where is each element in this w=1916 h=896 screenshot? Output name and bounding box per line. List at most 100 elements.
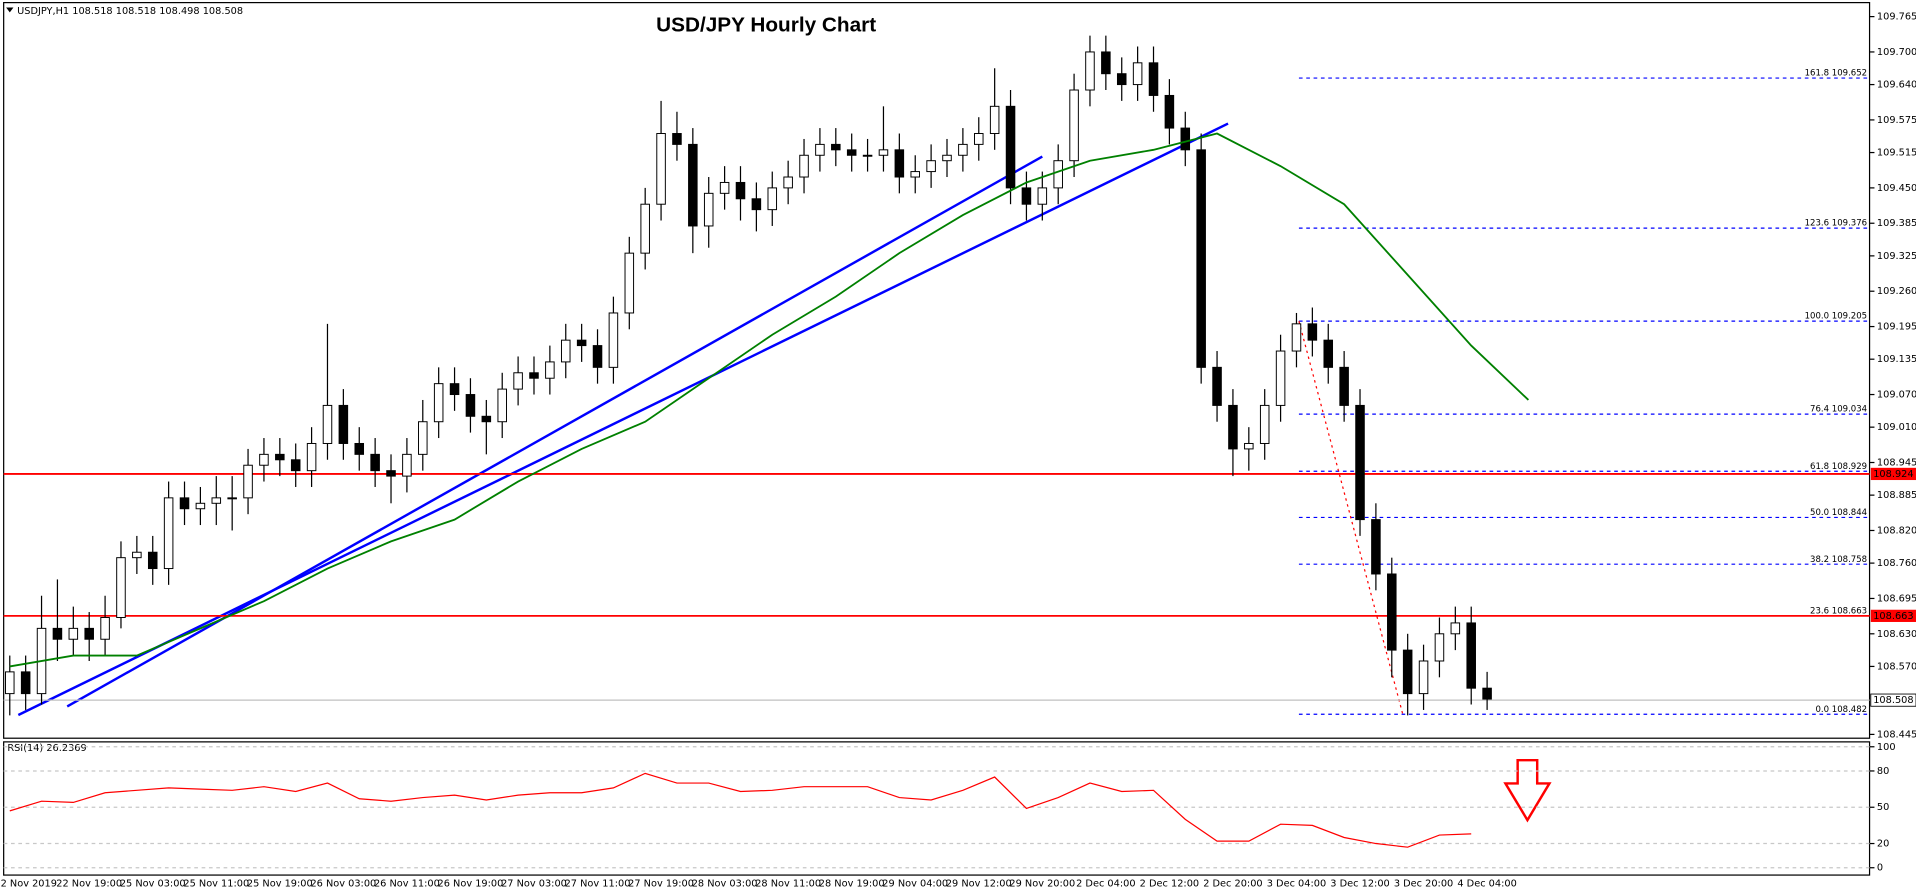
- menu-triangle: [6, 7, 14, 13]
- rsi-tick-label: 50: [1877, 802, 1889, 813]
- candle-body: [481, 415, 492, 423]
- candle-body: [386, 470, 396, 477]
- candle-body: [418, 421, 428, 455]
- x-tick-label: 2 Dec 04:00: [1076, 879, 1135, 890]
- y-tick-label: 109.515: [1877, 148, 1916, 159]
- candle-body: [1212, 366, 1222, 406]
- level-box: [1870, 467, 1916, 481]
- candle-body: [799, 154, 809, 178]
- candle-body: [846, 149, 857, 156]
- candle-body: [1434, 633, 1445, 662]
- candle-body: [147, 551, 158, 570]
- candle-body: [1228, 404, 1238, 450]
- candle-body: [179, 497, 190, 510]
- candle-body: [1196, 149, 1206, 368]
- candle-body: [529, 372, 539, 379]
- candle-body: [1069, 89, 1079, 162]
- y-tick-label: 108.820: [1877, 525, 1916, 536]
- y-tick-label: 109.575: [1877, 115, 1916, 126]
- candle-body: [433, 383, 444, 423]
- candle-body: [290, 459, 301, 472]
- fib-diagonal: [1298, 320, 1404, 715]
- x-tick-label: 3 Dec 04:00: [1267, 879, 1326, 890]
- x-tick-label: 27 Nov 11:00: [565, 879, 631, 890]
- candle-body: [497, 388, 507, 423]
- x-tick-label: 27 Nov 03:00: [501, 879, 567, 890]
- y-tick-label: 109.385: [1877, 218, 1916, 229]
- candle-body: [465, 394, 476, 417]
- candle-body: [576, 339, 587, 347]
- candle-body: [338, 404, 349, 444]
- candle-body: [640, 203, 650, 254]
- candle-body: [259, 453, 269, 466]
- y-tick-label: 109.195: [1877, 322, 1916, 333]
- candle-body: [1085, 51, 1095, 91]
- candle-body: [227, 497, 237, 500]
- x-tick-label: 29 Nov 20:00: [1009, 879, 1075, 890]
- x-tick-label: 29 Nov 12:00: [946, 879, 1012, 890]
- x-tick-label: 22 Nov 19:00: [56, 879, 122, 890]
- rsi-tick-label: 100: [1877, 742, 1896, 753]
- x-tick-label: 26 Nov 11:00: [374, 879, 440, 890]
- rsi-frame: [3, 741, 1871, 876]
- candle-body: [1259, 404, 1270, 444]
- fib-label: 100.0 109.205: [1805, 312, 1868, 322]
- candle-body: [52, 627, 63, 640]
- candle-body: [926, 160, 936, 173]
- fib-label: 23.6 108.663: [1810, 606, 1867, 616]
- header: USDJPY,H1 108.518 108.518 108.498 108.50…: [17, 6, 243, 17]
- candle-body: [703, 192, 714, 227]
- candle-body: [306, 442, 317, 472]
- x-tick-label: 29 Nov 04:00: [882, 879, 948, 890]
- moving-average: [9, 132, 1530, 668]
- candle-body: [1148, 62, 1159, 96]
- candle-body: [100, 617, 110, 640]
- candle-body: [1164, 94, 1175, 129]
- candle-body: [608, 312, 619, 368]
- x-tick-label: 26 Nov 19:00: [438, 879, 504, 890]
- chart-title: USD/JPY Hourly Chart: [656, 13, 876, 36]
- fib-label: 0.0 108.482: [1815, 705, 1867, 715]
- candle-body: [1101, 51, 1111, 75]
- fib-label: 161.8 109.652: [1805, 69, 1868, 79]
- fib-label: 50.0 108.844: [1810, 508, 1867, 518]
- candle-body: [322, 404, 333, 444]
- level-label: 108.924: [1873, 469, 1913, 480]
- fib-label: 76.4 109.034: [1810, 405, 1867, 415]
- y-tick-label: 108.695: [1877, 593, 1916, 604]
- candle-body: [656, 133, 666, 205]
- candle-body: [1482, 687, 1492, 700]
- candle-body: [370, 453, 380, 472]
- candle-body: [211, 497, 222, 504]
- candle-body: [1323, 339, 1334, 368]
- rsi-tick-label: 0: [1877, 863, 1883, 874]
- candle-body: [1021, 187, 1032, 205]
- down-arrow: [1503, 758, 1552, 823]
- fib-label: 61.8 108.929: [1810, 462, 1867, 472]
- y-tick-label: 109.260: [1877, 286, 1916, 297]
- candle-body: [116, 557, 126, 618]
- candle-body: [1291, 323, 1302, 352]
- x-tick-label: 4 Dec 04:00: [1457, 879, 1516, 890]
- x-tick-label: 2 Dec 20:00: [1203, 879, 1262, 890]
- x-tick-label: 27 Nov 19:00: [628, 879, 694, 890]
- candle-body: [1005, 105, 1016, 189]
- candle-body: [910, 171, 920, 178]
- candle-body: [1402, 649, 1413, 695]
- level-box: [1870, 609, 1916, 622]
- y-tick-label: 108.445: [1877, 729, 1916, 740]
- candle-body: [1371, 519, 1381, 575]
- y-tick-label: 109.765: [1877, 12, 1916, 23]
- candle-body: [989, 105, 1000, 135]
- candle-body: [767, 187, 778, 211]
- candle-body: [1132, 62, 1143, 86]
- candle-body: [974, 133, 984, 145]
- x-tick-label: 26 Nov 03:00: [310, 879, 376, 890]
- candle-body: [1307, 323, 1318, 341]
- candle-body: [688, 143, 698, 227]
- x-tick-label: 28 Nov 19:00: [819, 879, 885, 890]
- candle-body: [5, 671, 15, 695]
- candle-body: [1275, 350, 1286, 406]
- candle-body: [163, 497, 174, 570]
- x-tick-label: 25 Nov 11:00: [183, 879, 249, 890]
